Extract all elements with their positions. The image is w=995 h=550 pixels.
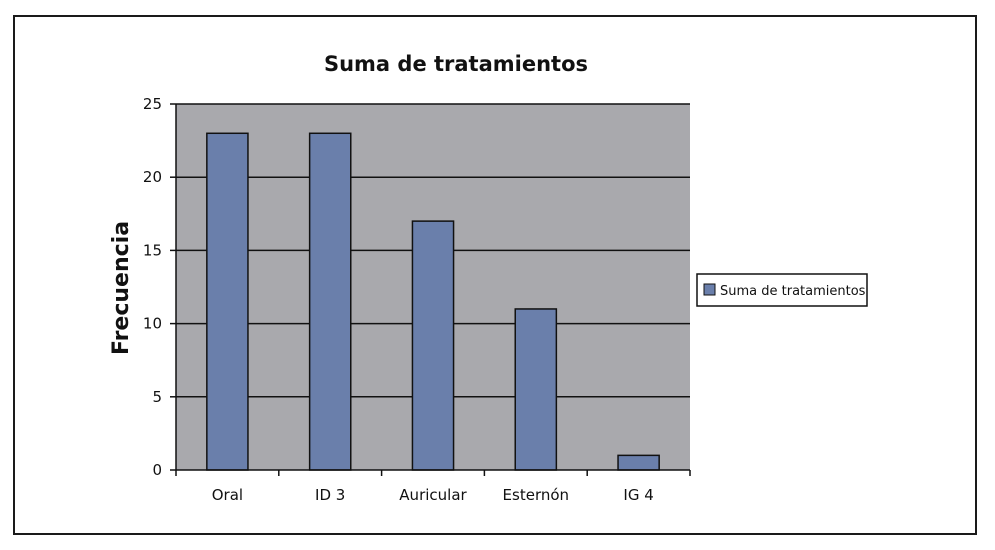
bars — [206, 132, 660, 471]
chart-title: Suma de tratamientos — [324, 52, 588, 76]
x-tick-label: ID 3 — [315, 486, 345, 504]
x-tick-label: Auricular — [399, 486, 467, 504]
y-tick-label: 5 — [152, 388, 162, 406]
legend-entry-label: Suma de tratamientos — [720, 284, 866, 299]
x-axis-ticks: Oral ID 3 Auricular Esternón IG 4 — [175, 470, 691, 504]
axes — [175, 104, 690, 471]
y-tick-label: 0 — [152, 461, 162, 479]
y-tick-label: 20 — [143, 168, 162, 186]
y-tick-label: 15 — [143, 241, 162, 259]
y-axis-label: Frecuencia — [109, 221, 134, 355]
y-tick-label: 25 — [143, 95, 162, 113]
legend-box — [696, 273, 868, 307]
bar — [206, 132, 249, 471]
y-tick-label: 10 — [143, 315, 162, 333]
bar — [617, 454, 660, 471]
legend-swatch — [703, 283, 716, 296]
x-tick-label: Oral — [212, 486, 243, 504]
bar — [308, 132, 352, 471]
x-tick-label: IG 4 — [623, 486, 653, 504]
y-axis-ticks: 0 5 10 15 20 25 — [143, 95, 176, 479]
bar — [411, 220, 455, 471]
x-tick-label: Esternón — [503, 486, 570, 504]
bar — [514, 308, 558, 471]
legend: Suma de tratamientos — [696, 273, 868, 307]
